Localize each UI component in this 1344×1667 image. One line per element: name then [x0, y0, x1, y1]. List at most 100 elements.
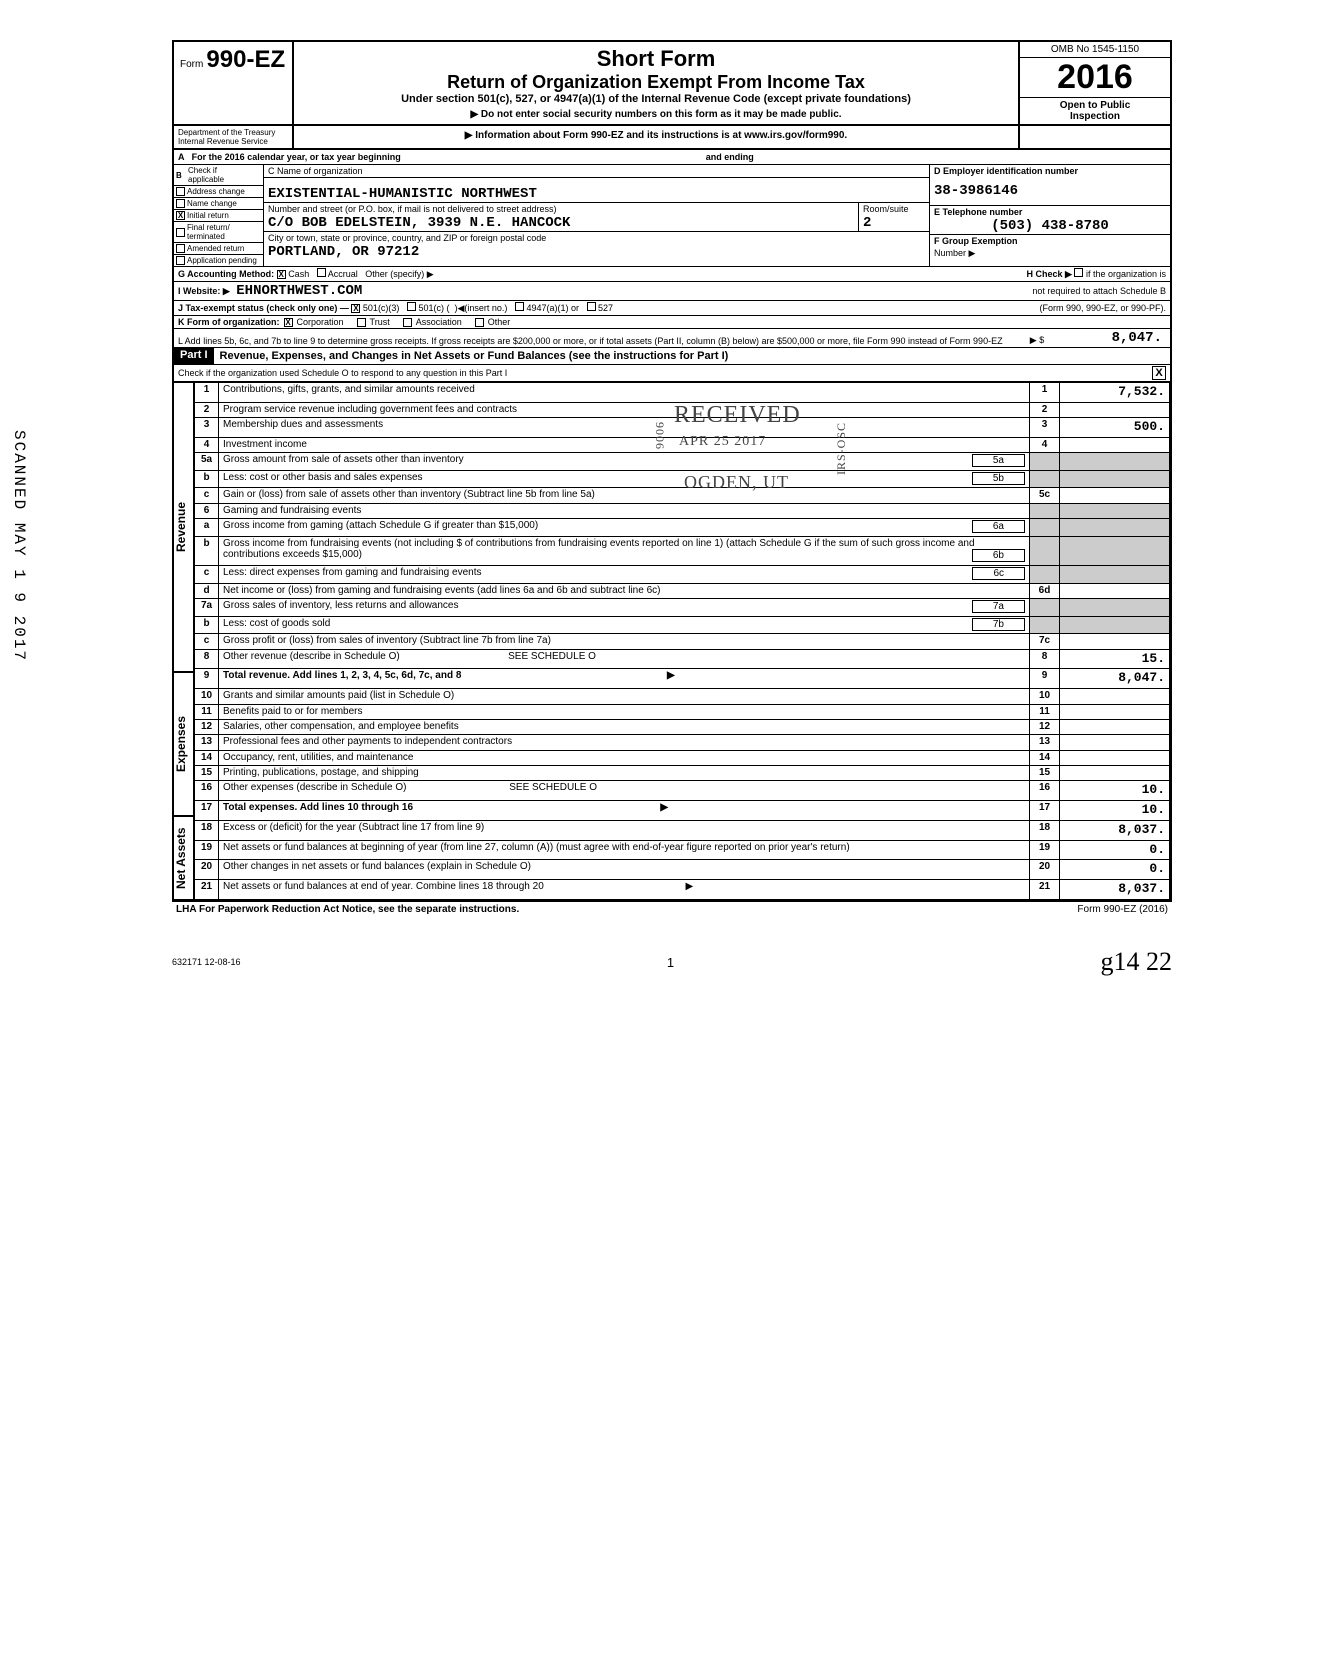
- j-ins: ◀(insert no.): [457, 303, 507, 313]
- g-other: Other (specify) ▶: [365, 269, 433, 279]
- cb-part-i-scho[interactable]: X: [1152, 366, 1166, 380]
- row-19: 19Net assets or fund balances at beginni…: [195, 840, 1170, 860]
- row-6: 6Gaming and fundraising events: [195, 503, 1170, 518]
- subtitle: Under section 501(c), 527, or 4947(a)(1)…: [302, 93, 1010, 105]
- row-7c: cGross profit or (loss) from sales of in…: [195, 634, 1170, 649]
- warn-ssn: ▶ Do not enter social security numbers o…: [302, 109, 1010, 120]
- part-i-label: Part I: [174, 348, 214, 364]
- opt-final-return: Final return/ terminated: [187, 223, 230, 241]
- d-label: D Employer identification number: [930, 165, 1170, 177]
- page-number: 1: [667, 955, 674, 970]
- h-rest: if the organization is: [1086, 269, 1166, 279]
- line-g: G Accounting Method: X Cash Accrual Othe…: [178, 268, 434, 280]
- cb-accrual[interactable]: [317, 268, 326, 277]
- j-c3: 501(c)(3): [363, 303, 400, 313]
- org-name: EXISTENTIAL-HUMANISTIC NORTHWEST: [264, 178, 929, 203]
- row-21: 21Net assets or fund balances at end of …: [195, 880, 1170, 900]
- row-13: 13Professional fees and other payments t…: [195, 735, 1170, 750]
- row-20: 20Other changes in net assets or fund ba…: [195, 860, 1170, 880]
- open-to-public: Open to Public: [1060, 100, 1131, 111]
- cb-name-change[interactable]: [176, 199, 185, 208]
- opt-name-change: Name change: [187, 199, 237, 208]
- scanned-stamp-side: SCANNED MAY 1 9 2017: [10, 430, 28, 662]
- cb-corp[interactable]: X: [284, 318, 293, 327]
- cb-other-org[interactable]: [475, 318, 484, 327]
- footer-code: 632171 12-08-16: [172, 957, 241, 967]
- row-17: 17Total expenses. Add lines 10 through 1…: [195, 801, 1170, 821]
- website: EHNORTHWEST.COM: [232, 283, 366, 299]
- opt-amended: Amended return: [187, 244, 244, 253]
- phone: (503) 438-8780: [930, 218, 1170, 234]
- org-address: C/O BOB EDELSTEIN, 3939 N.E. HANCOCK: [264, 215, 858, 231]
- g-label: G Accounting Method:: [178, 269, 274, 279]
- c-label: C Name of organization: [264, 165, 929, 178]
- j-label: J Tax-exempt status (check only one) —: [178, 303, 349, 313]
- room-label: Room/suite: [859, 203, 929, 215]
- g-accrual: Accrual: [328, 269, 358, 279]
- row-5c: cGain or (loss) from sale of assets othe…: [195, 488, 1170, 503]
- row-6c: cLess: direct expenses from gaming and f…: [195, 566, 1170, 584]
- tax-year: 2016: [1020, 58, 1170, 97]
- line-a-ending: and ending: [706, 152, 754, 162]
- cb-4947[interactable]: [515, 302, 524, 311]
- row-11: 11Benefits paid to or for members11: [195, 704, 1170, 719]
- l-text: L Add lines 5b, 6c, and 7b to line 9 to …: [178, 336, 1018, 346]
- title-block: Short Form Return of Organization Exempt…: [294, 42, 1020, 124]
- cb-527[interactable]: [587, 302, 596, 311]
- k-corp: Corporation: [297, 317, 344, 327]
- side-net-assets: Net Assets: [174, 816, 194, 900]
- cb-address-change[interactable]: [176, 187, 185, 196]
- j-527: 527: [598, 303, 613, 313]
- opt-address-change: Address change: [187, 187, 245, 196]
- g-cash: Cash: [288, 269, 309, 279]
- ein: 38-3986146: [930, 177, 1170, 205]
- h-label: H Check ▶: [1026, 269, 1071, 279]
- i-label: I Website: ▶: [178, 286, 230, 296]
- col-b-checkboxes: B Check if applicable Address change Nam…: [174, 165, 264, 266]
- col-c-org-info: C Name of organization EXISTENTIAL-HUMAN…: [264, 165, 930, 266]
- org-city: PORTLAND, OR 97212: [264, 244, 929, 260]
- cb-final-return[interactable]: [176, 228, 185, 237]
- j-4947: 4947(a)(1) or: [526, 303, 579, 313]
- row-10: 10Grants and similar amounts paid (list …: [195, 689, 1170, 704]
- city-label: City or town, state or province, country…: [264, 232, 929, 244]
- form-prefix: Form: [180, 59, 203, 70]
- row-5b: bLess: cost or other basis and sales exp…: [195, 470, 1170, 488]
- lha-notice: LHA For Paperwork Reduction Act Notice, …: [176, 904, 519, 915]
- cb-amended[interactable]: [176, 244, 185, 253]
- k-other: Other: [488, 317, 511, 327]
- cb-app-pending[interactable]: [176, 256, 185, 265]
- row-18: 18Excess or (deficit) for the year (Subt…: [195, 820, 1170, 840]
- inspection: Inspection: [1070, 111, 1120, 122]
- cb-trust[interactable]: [357, 318, 366, 327]
- k-label: K Form of organization:: [178, 317, 280, 327]
- cb-assoc[interactable]: [403, 318, 412, 327]
- row-5a: 5aGross amount from sale of assets other…: [195, 453, 1170, 471]
- row-6d: dNet income or (loss) from gaming and fu…: [195, 583, 1170, 598]
- opt-app-pending: Application pending: [187, 256, 257, 265]
- cb-initial-return[interactable]: X: [176, 211, 185, 220]
- right-header: OMB No 1545-1150 2016 Open to Public Ins…: [1020, 42, 1170, 124]
- stamp-date: APR 25 2017: [679, 434, 766, 450]
- row-15: 15Printing, publications, postage, and s…: [195, 765, 1170, 780]
- l-amount: 8,047.: [1056, 330, 1166, 346]
- cb-cash[interactable]: X: [277, 270, 286, 279]
- row-16: 16Other expenses (describe in Schedule O…: [195, 781, 1170, 801]
- info-link: ▶ Information about Form 990-EZ and its …: [294, 126, 1020, 148]
- j-c: 501(c) (: [418, 303, 449, 313]
- row-1: 1Contributions, gifts, grants, and simil…: [195, 383, 1170, 403]
- row-8: 8Other revenue (describe in Schedule O) …: [195, 649, 1170, 669]
- form-number: 990-EZ: [206, 46, 285, 73]
- signature: g14 22: [1100, 947, 1172, 977]
- part-i-check-line: Check if the organization used Schedule …: [178, 368, 1148, 378]
- dept-treasury: Department of the Treasury Internal Reve…: [174, 126, 294, 148]
- form-id-box: Form 990-EZ: [174, 42, 294, 124]
- received-stamp: RECEIVED: [674, 402, 801, 429]
- part-i-title: Revenue, Expenses, and Changes in Net As…: [214, 348, 1170, 364]
- cb-501c[interactable]: [407, 302, 416, 311]
- opt-initial-return: Initial return: [187, 211, 229, 220]
- cb-h[interactable]: [1074, 268, 1083, 277]
- side-expenses: Expenses: [174, 672, 194, 816]
- cb-501c3[interactable]: X: [351, 304, 360, 313]
- omb-number: OMB No 1545-1150: [1020, 42, 1170, 58]
